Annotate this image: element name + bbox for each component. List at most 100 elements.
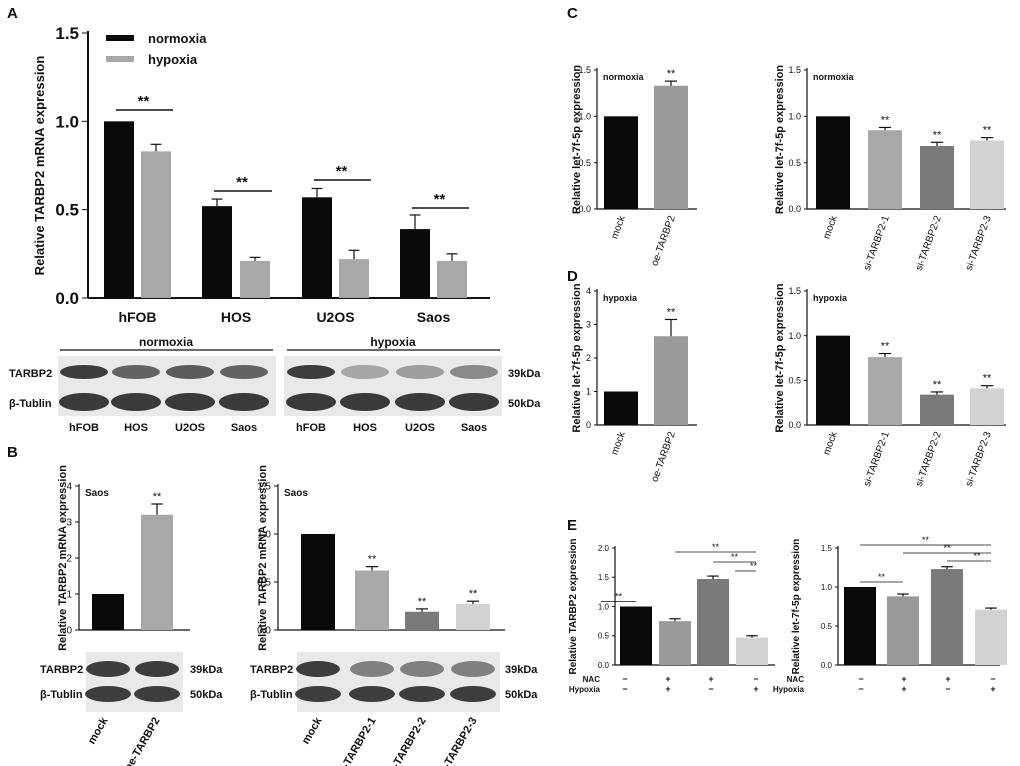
- panel-note: normoxia: [813, 72, 855, 82]
- y-axis-label: Relative let-7f-5p expression: [774, 65, 786, 214]
- y-tick-label: 0.0: [598, 661, 610, 670]
- bar: [920, 145, 954, 209]
- y-tick-label: 2.0: [598, 544, 610, 553]
- blot-band: [399, 686, 445, 702]
- x-tick-label: mock: [86, 715, 111, 747]
- y-tick-label: 1.5: [578, 65, 591, 75]
- condition-sign: −: [753, 674, 758, 684]
- significance-marker: **: [731, 552, 739, 562]
- y-tick-label: 1.5: [821, 544, 833, 553]
- panel-label-d: D: [567, 268, 578, 285]
- panel-e-right-chart: 0.0 0.5 1.0 1.5 Relative let-7f-5p expressio…: [791, 539, 1007, 675]
- x-tick-label: hFOB: [118, 309, 156, 325]
- y-tick-label: 4: [66, 482, 72, 493]
- significance-marker: **: [434, 191, 446, 208]
- blot-band: [451, 661, 495, 677]
- y-tick-label: 1.5: [598, 573, 610, 582]
- bar: [92, 594, 124, 630]
- blot-kda-label: 39kDa: [190, 664, 223, 676]
- bar: [437, 260, 467, 298]
- x-tick-label: mock: [821, 429, 840, 456]
- blot-kda-label: 39kDa: [505, 664, 538, 676]
- bar: [405, 611, 439, 630]
- blot-band: [86, 661, 130, 677]
- y-axis-label: Relative let-7f-5p expression: [791, 539, 802, 675]
- y-tick-label: 2: [586, 353, 591, 363]
- condition-sign: −: [858, 674, 863, 684]
- y-tick-label: 0.0: [257, 626, 271, 637]
- bar: [970, 388, 1004, 425]
- x-tick-label: Saos: [417, 309, 451, 325]
- bar: [339, 259, 369, 298]
- bar: [868, 130, 902, 209]
- panel-note: normoxia: [603, 72, 645, 82]
- x-tick-label: si-TARBP2-1: [335, 716, 378, 766]
- panel-e-left-chart: 0.0 0.5 1.0 1.5 2.0 Relative TARBP2 expressio…: [568, 539, 775, 674]
- condition-sign: −: [858, 684, 863, 694]
- panel-label-a: A: [7, 5, 18, 22]
- blot-row-label: TARBP2: [40, 664, 83, 676]
- x-tick-label: si-TARBP2-1: [862, 430, 892, 488]
- x-tick-label: HOS: [221, 309, 251, 325]
- condition-sign: +: [665, 674, 670, 684]
- panel-note: hypoxia: [603, 293, 638, 303]
- y-tick-label: 4: [586, 286, 591, 296]
- x-tick-label: si-TARBP2-3: [964, 430, 994, 488]
- blot-band: [341, 365, 389, 379]
- y-axis-label: Relative TARBP2 mRNA expression: [57, 465, 69, 651]
- bar: [141, 151, 171, 298]
- significance-marker: **: [368, 554, 377, 566]
- bar: [736, 637, 768, 665]
- panel-note: hypoxia: [813, 293, 848, 303]
- panel-note: Saos: [85, 488, 109, 499]
- y-tick-label: 1.0: [55, 112, 79, 131]
- blot-band: [166, 365, 214, 379]
- condition-sign: +: [990, 684, 995, 694]
- bar: [604, 391, 638, 425]
- y-tick-label: 1.0: [788, 331, 801, 341]
- significance-marker: **: [922, 535, 930, 545]
- y-tick-label: 0.5: [788, 158, 801, 168]
- condition-label: Hypoxia: [569, 685, 601, 694]
- blot-band: [449, 393, 499, 411]
- condition-sign: +: [753, 684, 758, 694]
- significance-marker: **: [933, 129, 942, 141]
- panel-label-c: C: [567, 5, 578, 22]
- blot-band: [59, 393, 109, 411]
- blot-band: [295, 686, 341, 702]
- x-tick-label: oe-TARBP2: [122, 716, 162, 766]
- blot-lane-label: hFOB: [69, 422, 99, 434]
- condition-sign: +: [901, 684, 906, 694]
- bar: [141, 514, 173, 630]
- blot-lane-label: HOS: [353, 422, 377, 434]
- y-axis-label: Relative let-7f-5p expression: [571, 283, 583, 432]
- bar: [931, 569, 963, 665]
- blot-lane-label: Saos: [231, 422, 257, 434]
- blot-kda-label: 39kDa: [508, 368, 541, 380]
- bar: [301, 534, 335, 630]
- blot-band: [450, 365, 498, 379]
- x-tick-label: oe-TARBP2: [649, 214, 677, 268]
- blot-membrane: [297, 652, 500, 712]
- condition-sign: −: [622, 674, 627, 684]
- blot-band: [400, 661, 444, 677]
- bar: [654, 85, 688, 209]
- blot-row-label: TARBP2: [250, 664, 293, 676]
- x-tick-label: si-TARBP2-1: [862, 214, 892, 272]
- bar: [844, 587, 876, 665]
- significance-marker: **: [943, 543, 951, 553]
- y-tick-label: 1.0: [788, 111, 801, 121]
- blot-band: [340, 393, 390, 411]
- blot-band: [135, 661, 179, 677]
- blot-row-label: β-Tublin: [250, 689, 293, 701]
- y-tick-label: 1.5: [257, 482, 271, 493]
- x-tick-label: mock: [609, 429, 628, 456]
- y-tick-label: 1.5: [788, 286, 801, 296]
- bar: [975, 609, 1007, 665]
- blot-band: [220, 365, 268, 379]
- blot-band: [395, 393, 445, 411]
